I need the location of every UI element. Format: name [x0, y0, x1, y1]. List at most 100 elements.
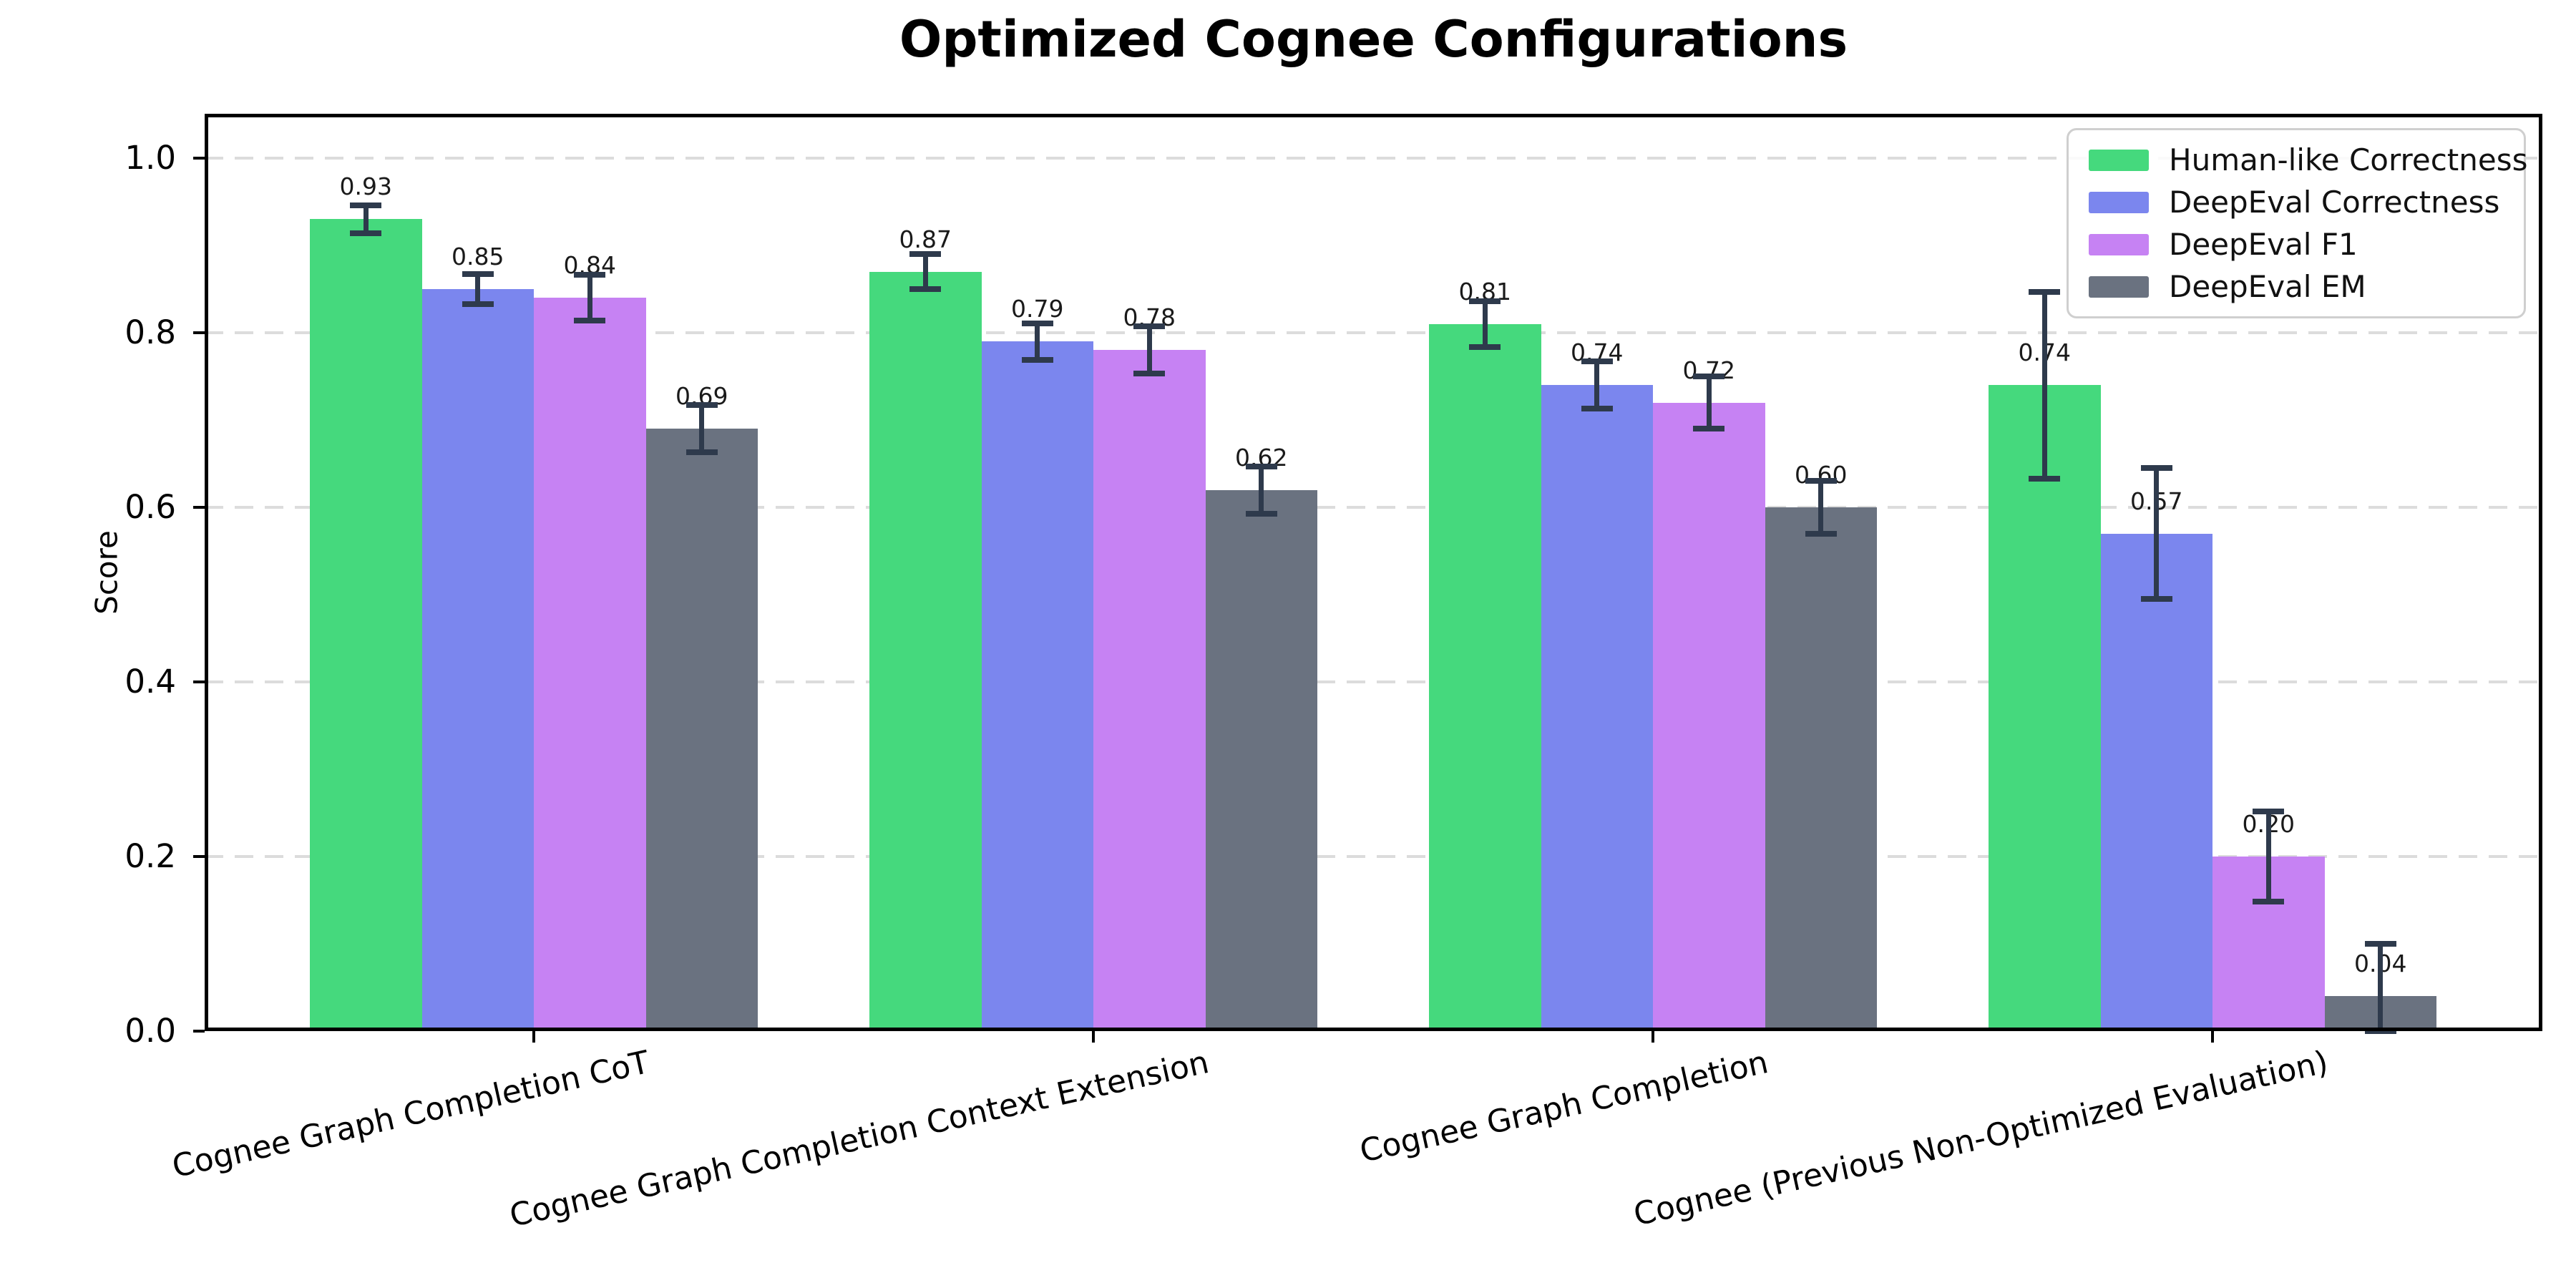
gridline — [205, 506, 2542, 509]
legend-label: Human-like Correctness — [2169, 142, 2528, 177]
legend-swatch — [2089, 191, 2149, 213]
x-axis-tick — [1092, 1031, 1095, 1043]
legend-swatch — [2089, 149, 2149, 171]
legend-item: Human-like Correctness — [2089, 142, 2528, 177]
error-bar — [475, 274, 481, 304]
bar — [645, 429, 758, 1031]
legend-label: DeepEval EM — [2169, 269, 2366, 304]
bar — [1429, 323, 1541, 1031]
x-axis-tick — [2211, 1031, 2214, 1043]
error-bar — [1594, 361, 1600, 409]
x-axis-line — [205, 1028, 2542, 1031]
legend-item: DeepEval EM — [2089, 269, 2504, 304]
error-bar — [363, 205, 369, 233]
error-bar-cap — [1693, 426, 1725, 432]
y-tick-label: 0.2 — [125, 837, 176, 875]
error-bar-cap — [462, 271, 494, 278]
gridline — [205, 680, 2542, 683]
y-axis-tick — [193, 855, 205, 858]
error-bar-cap — [574, 317, 606, 323]
error-bar — [1035, 323, 1040, 360]
x-tick-label: Cognee Graph Completion — [1357, 1044, 1772, 1170]
error-bar — [2265, 811, 2271, 902]
error-bar-cap — [1021, 356, 1053, 363]
bar — [2100, 533, 2212, 1031]
error-bar — [1146, 326, 1152, 374]
error-bar-cap — [1469, 298, 1501, 305]
x-axis-tick — [1652, 1031, 1654, 1043]
y-axis-tick — [193, 680, 205, 683]
y-axis-tick — [193, 506, 205, 509]
chart-title: Optimized Cognee Configurations — [899, 10, 1848, 69]
error-bar-cap — [1245, 463, 1277, 469]
bar — [1205, 489, 1317, 1031]
gridline — [205, 157, 2542, 160]
error-bar-cap — [462, 301, 494, 307]
error-bar-cap — [1469, 343, 1501, 350]
error-bar-cap — [2364, 941, 2396, 947]
bar — [310, 219, 422, 1031]
bar — [1989, 385, 2101, 1031]
error-bar — [2041, 291, 2047, 479]
error-bar — [587, 275, 592, 321]
bar — [421, 289, 534, 1031]
error-bar — [922, 254, 928, 289]
bar — [869, 271, 982, 1031]
error-bar-cap — [350, 230, 382, 236]
legend: Human-like Correctness DeepEval Correctne… — [2067, 128, 2528, 318]
y-axis-tick — [193, 1030, 205, 1033]
error-bar-cap — [574, 272, 606, 278]
legend-label: DeepEval Correctness — [2169, 185, 2500, 220]
error-bar-cap — [2253, 899, 2285, 905]
y-axis-tick — [193, 331, 205, 334]
value-label: 0.87 — [899, 225, 952, 253]
error-bar-cap — [1021, 320, 1053, 326]
error-bar-cap — [1805, 478, 1837, 484]
x-axis-tick — [532, 1031, 535, 1043]
error-bar — [2154, 468, 2160, 600]
error-bar — [1259, 466, 1264, 514]
legend-item: DeepEval F1 — [2089, 227, 2504, 262]
error-bar-cap — [1245, 510, 1277, 517]
y-tick-label: 0.4 — [125, 663, 176, 701]
spine-left — [205, 114, 208, 1031]
error-bar — [1818, 481, 1824, 534]
gridline — [205, 855, 2542, 858]
plot-area: Human-like Correctness DeepEval Correctne… — [125, 114, 2542, 1234]
error-bar-cap — [1805, 530, 1837, 537]
y-tick-label: 1.0 — [125, 139, 176, 177]
error-bar-cap — [1693, 374, 1725, 379]
error-bar — [1706, 376, 1712, 429]
legend-label: DeepEval F1 — [2169, 227, 2358, 262]
value-label: 0.79 — [1011, 295, 1064, 323]
error-bar-cap — [2253, 808, 2285, 814]
error-bar-cap — [350, 202, 382, 208]
value-label: 0.93 — [339, 172, 392, 201]
error-bar-cap — [2140, 596, 2172, 602]
error-bar-cap — [2364, 1028, 2396, 1034]
error-bar-cap — [2029, 475, 2061, 482]
bar — [1653, 402, 1765, 1031]
error-bar-cap — [1133, 371, 1166, 377]
error-bar-cap — [1581, 406, 1613, 412]
error-bar-cap — [909, 286, 942, 292]
legend-swatch — [2089, 275, 2149, 298]
gridline — [205, 331, 2542, 334]
spine-top — [205, 114, 2542, 117]
error-bar — [699, 405, 705, 453]
error-bar-cap — [1133, 323, 1166, 330]
y-tick-label: 0.0 — [125, 1012, 176, 1050]
error-bar — [2378, 944, 2384, 1031]
error-bar-cap — [909, 251, 942, 258]
error-bar-cap — [1581, 358, 1613, 365]
bar — [1541, 385, 1653, 1031]
legend-item: DeepEval Correctness — [2089, 185, 2504, 220]
error-bar-cap — [686, 402, 718, 409]
error-bar-cap — [686, 449, 718, 456]
bar — [534, 298, 646, 1031]
value-label: 0.85 — [452, 243, 504, 270]
y-axis-title: Score — [89, 530, 125, 615]
x-tick-label: Cognee Graph Completion CoT — [169, 1044, 653, 1186]
legend-swatch — [2089, 233, 2149, 255]
